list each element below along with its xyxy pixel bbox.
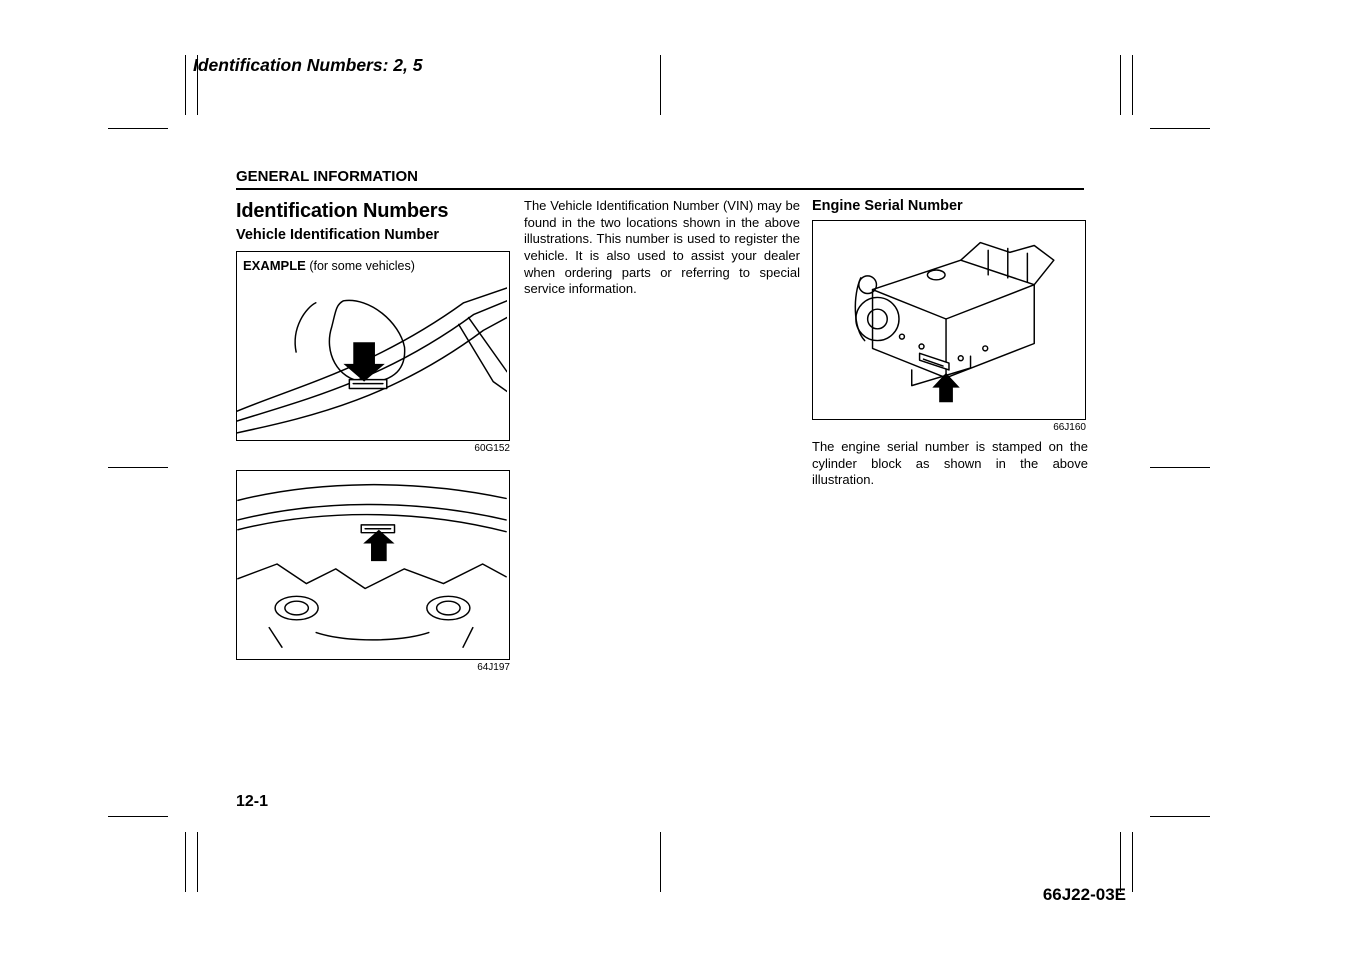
heading-vehicle-id-number: Vehicle Identification Number bbox=[236, 227, 512, 243]
figure-vin-engine-bay bbox=[236, 470, 510, 660]
column-3: Engine Serial Number bbox=[812, 198, 1088, 673]
vin-windshield-illustration bbox=[237, 273, 507, 437]
section-title: GENERAL INFORMATION bbox=[236, 168, 1084, 185]
heading-engine-serial-number: Engine Serial Number bbox=[812, 198, 1088, 214]
figure-example-label: EXAMPLE (for some vehicles) bbox=[237, 252, 509, 273]
crop-mark bbox=[185, 55, 186, 115]
engine-illustration bbox=[813, 221, 1083, 417]
crop-mark bbox=[660, 55, 661, 115]
vin-engine-bay-illustration bbox=[237, 471, 507, 657]
column-1: Identification Numbers Vehicle Identific… bbox=[236, 198, 512, 673]
figure-code: 60G152 bbox=[236, 443, 510, 454]
crop-mark bbox=[185, 832, 186, 892]
figure-code: 66J160 bbox=[812, 422, 1086, 433]
crop-mark bbox=[108, 467, 168, 468]
figure-vin-windshield: EXAMPLE (for some vehicles) bbox=[236, 251, 510, 441]
crop-mark bbox=[1150, 816, 1210, 817]
content-area: GENERAL INFORMATION Identification Numbe… bbox=[236, 168, 1084, 673]
section-rule bbox=[236, 188, 1084, 190]
page: Identification Numbers: 2, 5 GENERAL INF… bbox=[0, 0, 1351, 954]
crop-mark bbox=[1150, 128, 1210, 129]
figure-code: 64J197 bbox=[236, 662, 510, 673]
crop-mark bbox=[1120, 832, 1121, 892]
crop-mark bbox=[197, 832, 198, 892]
figure-label-bold: EXAMPLE bbox=[243, 258, 306, 273]
crop-mark bbox=[1150, 467, 1210, 468]
figure-engine-serial bbox=[812, 220, 1086, 420]
engine-serial-description-text: The engine serial number is stamped on t… bbox=[812, 439, 1088, 489]
crop-mark bbox=[660, 832, 661, 892]
crop-mark bbox=[108, 128, 168, 129]
heading-identification-numbers: Identification Numbers bbox=[236, 200, 512, 223]
crop-mark bbox=[1132, 832, 1133, 892]
crop-mark bbox=[1120, 55, 1121, 115]
crop-mark bbox=[1132, 55, 1133, 115]
crop-mark bbox=[108, 816, 168, 817]
column-2: The Vehicle Identification Number (VIN) … bbox=[524, 198, 800, 673]
figure-label-sub: (for some vehicles) bbox=[306, 259, 415, 273]
running-header: Identification Numbers: 2, 5 bbox=[193, 55, 422, 76]
document-code: 66J22-03E bbox=[1043, 885, 1126, 905]
page-number: 12-1 bbox=[236, 793, 268, 811]
columns: Identification Numbers Vehicle Identific… bbox=[236, 198, 1084, 673]
vin-description-text: The Vehicle Identification Number (VIN) … bbox=[524, 198, 800, 298]
